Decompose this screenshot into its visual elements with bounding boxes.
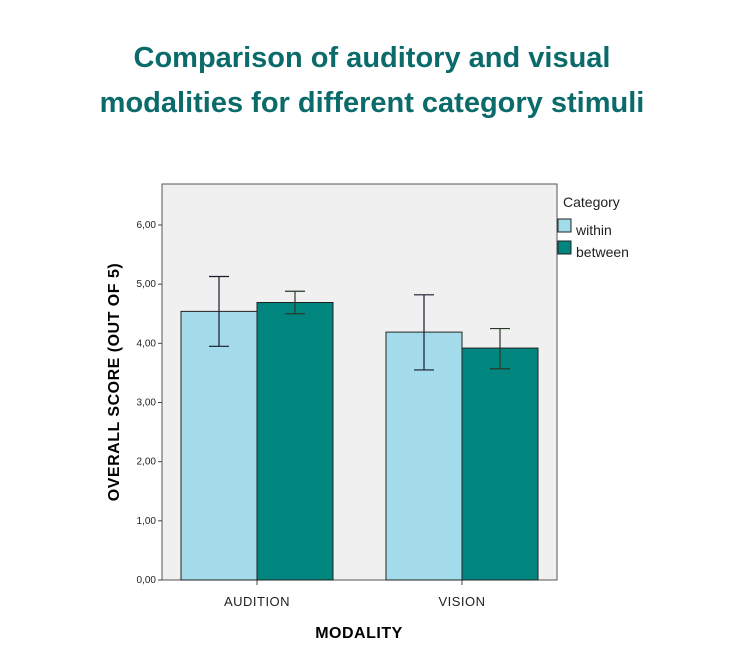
- y-tick-label: 3,00: [137, 398, 157, 409]
- y-axis-label: OVERALL SCORE (OUT OF 5): [106, 263, 123, 501]
- y-tick-label: 0,00: [137, 575, 157, 586]
- x-tick-label: VISION: [438, 594, 485, 609]
- y-tick-label: 5,00: [137, 279, 157, 290]
- x-tick-label: AUDITION: [224, 594, 290, 609]
- chart-title-line-1: Comparison of auditory and visual: [133, 42, 611, 74]
- legend-label-within: within: [575, 222, 612, 238]
- bar-between-vision: [461, 347, 539, 581]
- bar-within-audition: [180, 310, 258, 581]
- chart-title-line-2: modalities for different category stimul…: [99, 87, 645, 119]
- y-tick-label: 4,00: [137, 338, 157, 349]
- bar-between-audition: [256, 302, 334, 581]
- y-tick-label: 1,00: [137, 516, 157, 527]
- chart-title: Comparison of auditory and visual modali…: [0, 36, 744, 126]
- legend-swatch-within: [557, 218, 572, 233]
- y-tick-label: 2,00: [137, 457, 157, 468]
- legend-title: Category: [563, 194, 620, 210]
- x-axis-label: MODALITY: [315, 625, 403, 642]
- y-tick-label: 6,00: [137, 220, 157, 231]
- legend-label-between: between: [576, 244, 629, 260]
- legend-swatch-between: [557, 240, 572, 255]
